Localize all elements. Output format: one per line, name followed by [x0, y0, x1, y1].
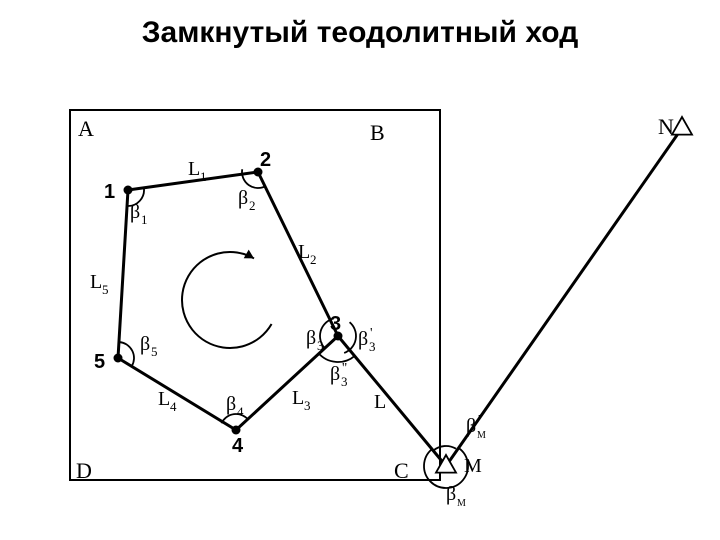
vertex-p5 [114, 354, 123, 363]
svg-text:4: 4 [237, 404, 244, 419]
svg-text:M: M [457, 498, 466, 509]
svg-text:1: 1 [200, 169, 207, 184]
corner-label-A: A [78, 116, 94, 141]
svg-text:3: 3 [304, 398, 311, 413]
svg-text:β: β [226, 393, 236, 415]
canvas-bg [0, 0, 720, 540]
svg-text:': ' [370, 326, 373, 341]
svg-text:β: β [238, 187, 248, 209]
vertex-label-p3: 3 [330, 313, 341, 335]
vertex-p4 [232, 426, 241, 435]
corner-label-C: C [394, 458, 409, 483]
svg-text:5: 5 [151, 344, 158, 359]
svg-text:β: β [140, 333, 150, 355]
svg-text:3: 3 [369, 339, 376, 354]
svg-text:β: β [330, 363, 340, 385]
svg-text:L: L [90, 271, 102, 293]
svg-text:1: 1 [141, 212, 148, 227]
beta-label: β3'' [330, 361, 348, 389]
svg-text:5: 5 [102, 282, 109, 297]
corner-label-B: B [370, 120, 385, 145]
side-label: L [374, 391, 386, 413]
svg-text:L: L [158, 388, 170, 410]
svg-text:3: 3 [341, 374, 348, 389]
svg-text:M: M [464, 455, 482, 477]
svg-text:2: 2 [310, 252, 317, 267]
svg-text:L: L [374, 391, 386, 413]
vertex-label-p2: 2 [260, 149, 271, 171]
svg-text:L: L [292, 387, 304, 409]
svg-text:L: L [188, 158, 200, 180]
svg-text:M: M [477, 430, 486, 441]
svg-text:N: N [658, 114, 674, 139]
svg-text:4: 4 [170, 399, 177, 414]
svg-text:2: 2 [249, 198, 256, 213]
svg-text:β: β [466, 415, 476, 437]
vertex-label-p5: 5 [94, 351, 105, 373]
svg-text:3: 3 [317, 338, 324, 353]
svg-text:L: L [298, 241, 310, 263]
page-title: Замкнутый теодолитный ход [142, 16, 579, 49]
svg-text:β: β [358, 328, 368, 350]
svg-text:'': '' [342, 361, 347, 376]
vertex-label-p1: 1 [104, 181, 115, 203]
svg-text:': ' [478, 413, 481, 428]
corner-label-D: D [76, 458, 92, 483]
vertex-p1 [124, 186, 133, 195]
svg-text:β: β [446, 483, 456, 505]
vertex-label-p4: 4 [232, 435, 244, 457]
svg-text:β: β [130, 201, 140, 223]
svg-text:β: β [306, 327, 316, 349]
